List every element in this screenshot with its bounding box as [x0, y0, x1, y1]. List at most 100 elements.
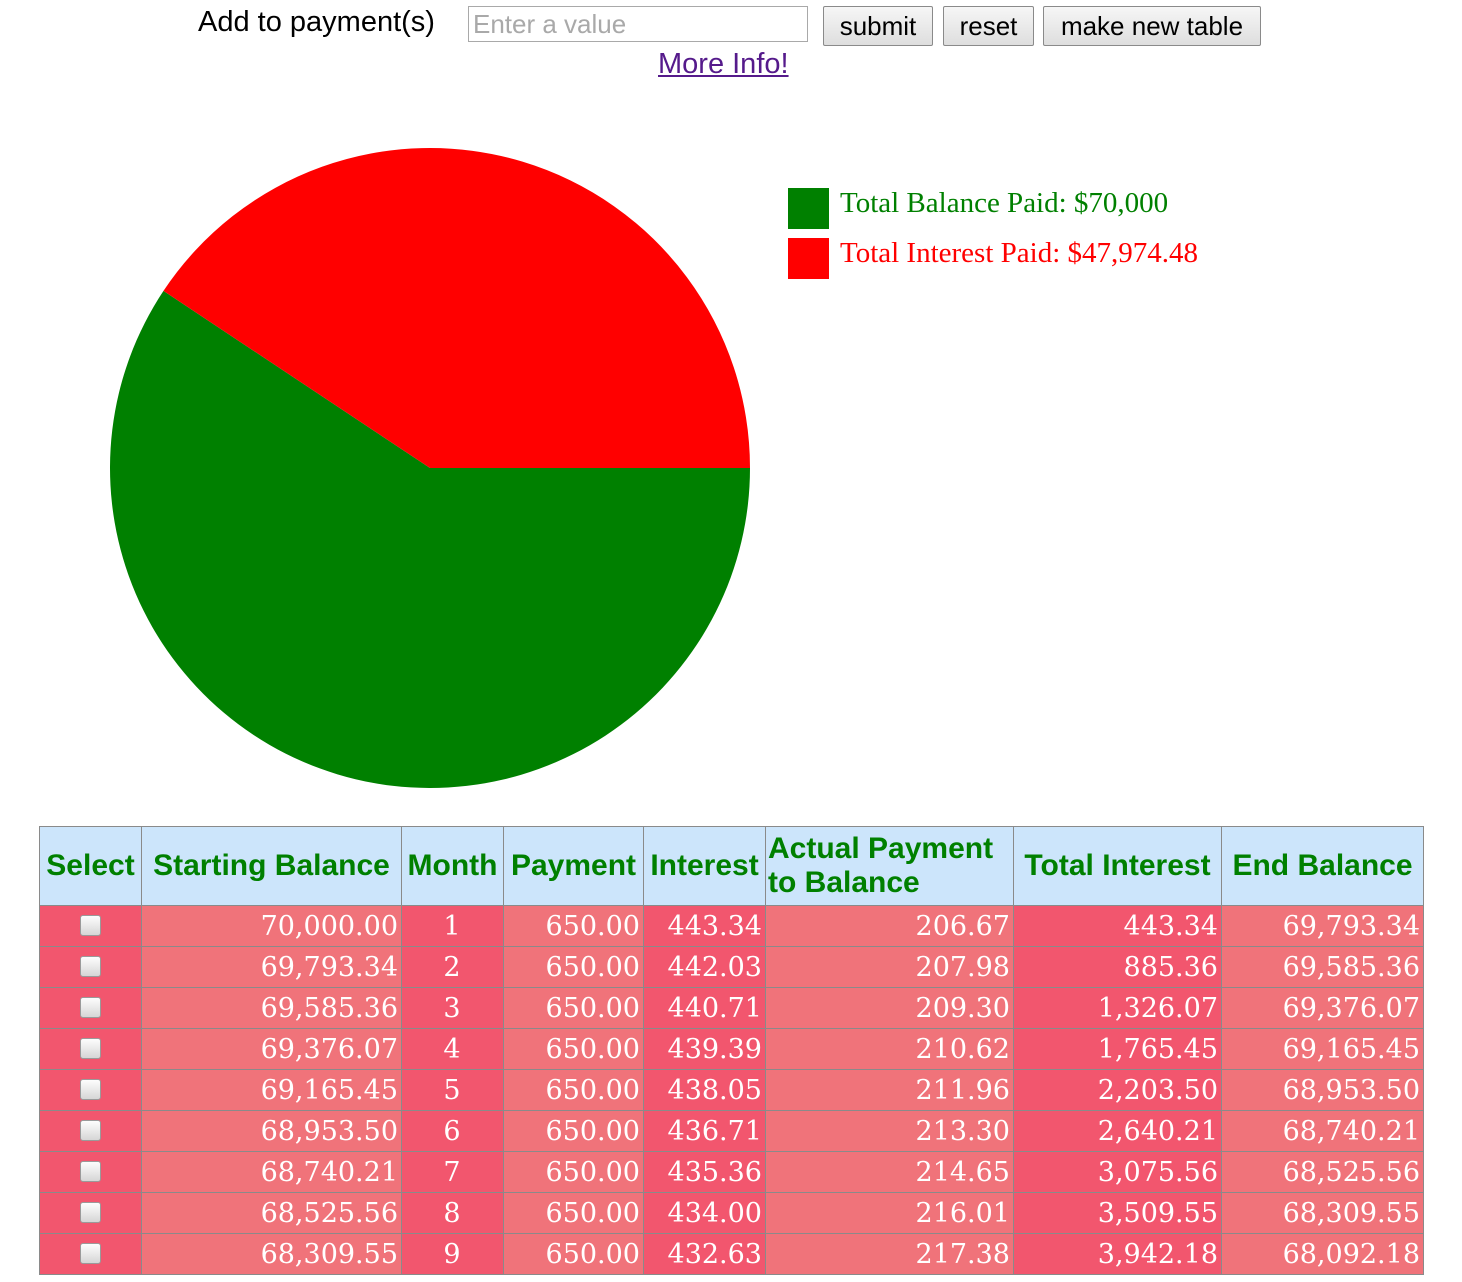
cell-end-balance: 69,376.07: [1221, 987, 1424, 1029]
cell-month: 2: [401, 946, 504, 988]
cell-total-interest: 885.36: [1013, 946, 1222, 988]
table-row: 69,376.07 4 650.00 439.39 210.62 1,765.45 69,1…: [39, 1028, 1424, 1070]
legend-label-0: Total Balance Paid: $70,000: [840, 187, 1169, 219]
cell-starting-balance: 68,309.55: [141, 1233, 402, 1275]
cell-starting-balance: 69,165.45: [141, 1069, 402, 1111]
cell-month: 4: [401, 1028, 504, 1070]
more-info-link[interactable]: More Info!: [658, 48, 789, 80]
row-select-checkbox[interactable]: [79, 1242, 101, 1264]
cell-interest: 436.71: [643, 1110, 766, 1152]
reset-button[interactable]: reset: [943, 6, 1034, 46]
row-select-checkbox[interactable]: [79, 955, 101, 977]
cell-month: 7: [401, 1151, 504, 1193]
cell-interest: 440.71: [643, 987, 766, 1029]
cell-end-balance: 69,165.45: [1221, 1028, 1424, 1070]
header-payment: Payment: [503, 826, 644, 906]
row-select-checkbox[interactable]: [79, 996, 101, 1018]
cell-starting-balance: 68,740.21: [141, 1151, 402, 1193]
cell-actual-payment: 211.96: [765, 1069, 1014, 1111]
cell-starting-balance: 68,953.50: [141, 1110, 402, 1152]
cell-actual-payment: 206.67: [765, 905, 1014, 947]
table-row: 68,309.55 9 650.00 432.63 217.38 3,942.18 68,0…: [39, 1233, 1424, 1275]
row-select-checkbox[interactable]: [79, 1160, 101, 1182]
cell-payment: 650.00: [503, 1110, 644, 1152]
table-row: 69,585.36 3 650.00 440.71 209.30 1,326.07 69,3…: [39, 987, 1424, 1029]
cell-actual-payment: 209.30: [765, 987, 1014, 1029]
row-select-checkbox[interactable]: [79, 1119, 101, 1141]
cell-interest: 439.39: [643, 1028, 766, 1070]
row-select-checkbox[interactable]: [79, 1078, 101, 1100]
cell-end-balance: 68,525.56: [1221, 1151, 1424, 1193]
cell-end-balance: 68,740.21: [1221, 1110, 1424, 1152]
table-row: 68,740.21 7 650.00 435.36 214.65 3,075.56 68,5…: [39, 1151, 1424, 1193]
cell-select: [39, 1110, 142, 1152]
legend-swatch-1: [788, 238, 829, 279]
cell-actual-payment: 207.98: [765, 946, 1014, 988]
cell-interest: 442.03: [643, 946, 766, 988]
cell-actual-payment: 213.30: [765, 1110, 1014, 1152]
table-row: 69,793.34 2 650.00 442.03 207.98 885.36 69,585…: [39, 946, 1424, 988]
legend-label-1: Total Interest Paid: $47,974.48: [840, 237, 1198, 269]
cell-end-balance: 68,953.50: [1221, 1069, 1424, 1111]
cell-interest: 443.34: [643, 905, 766, 947]
cell-total-interest: 1,326.07: [1013, 987, 1222, 1029]
cell-starting-balance: 69,376.07: [141, 1028, 402, 1070]
cell-payment: 650.00: [503, 946, 644, 988]
add-to-payments-label: Add to payment(s): [198, 6, 435, 38]
header-total-interest: Total Interest: [1013, 826, 1222, 906]
cell-end-balance: 69,585.36: [1221, 946, 1424, 988]
cell-payment: 650.00: [503, 1069, 644, 1111]
submit-button[interactable]: submit: [823, 6, 933, 46]
amortization-table: Select Starting Balance Month Payment In…: [39, 826, 1424, 1275]
cell-actual-payment: 210.62: [765, 1028, 1014, 1070]
cell-month: 1: [401, 905, 504, 947]
header-end-balance: End Balance: [1221, 826, 1424, 906]
cell-interest: 435.36: [643, 1151, 766, 1193]
row-select-checkbox[interactable]: [79, 1037, 101, 1059]
table-row: 68,525.56 8 650.00 434.00 216.01 3,509.55 68,3…: [39, 1192, 1424, 1234]
cell-end-balance: 68,092.18: [1221, 1233, 1424, 1275]
cell-end-balance: 69,793.34: [1221, 905, 1424, 947]
toolbar: Add to payment(s) submit reset make new …: [0, 0, 1462, 50]
cell-payment: 650.00: [503, 1151, 644, 1193]
cell-payment: 650.00: [503, 905, 644, 947]
cell-actual-payment: 214.65: [765, 1151, 1014, 1193]
cell-end-balance: 68,309.55: [1221, 1192, 1424, 1234]
cell-actual-payment: 217.38: [765, 1233, 1014, 1275]
table-row: 70,000.00 1 650.00 443.34 206.67 443.34 69,793…: [39, 905, 1424, 947]
cell-interest: 432.63: [643, 1233, 766, 1275]
table-row: 68,953.50 6 650.00 436.71 213.30 2,640.21 68,7…: [39, 1110, 1424, 1152]
pie-slice-0: [110, 290, 750, 788]
header-actual-payment: Actual Payment to Balance: [765, 826, 1014, 906]
cell-select: [39, 946, 142, 988]
cell-month: 5: [401, 1069, 504, 1111]
make-new-table-button[interactable]: make new table: [1043, 6, 1261, 46]
header-starting-balance: Starting Balance: [141, 826, 402, 906]
cell-payment: 650.00: [503, 987, 644, 1029]
header-interest: Interest: [643, 826, 766, 906]
cell-starting-balance: 70,000.00: [141, 905, 402, 947]
cell-payment: 650.00: [503, 1233, 644, 1275]
cell-month: 6: [401, 1110, 504, 1152]
legend-swatch-0: [788, 188, 829, 229]
cell-select: [39, 1233, 142, 1275]
row-select-checkbox[interactable]: [79, 1201, 101, 1223]
table-header-row: Select Starting Balance Month Payment In…: [39, 826, 1424, 906]
pie-slice-1: [163, 147, 750, 469]
cell-payment: 650.00: [503, 1192, 644, 1234]
cell-payment: 650.00: [503, 1028, 644, 1070]
cell-select: [39, 987, 142, 1029]
cell-total-interest: 2,203.50: [1013, 1069, 1222, 1111]
cell-select: [39, 1151, 142, 1193]
cell-interest: 434.00: [643, 1192, 766, 1234]
cell-total-interest: 3,075.56: [1013, 1151, 1222, 1193]
cell-select: [39, 905, 142, 947]
cell-month: 8: [401, 1192, 504, 1234]
cell-select: [39, 1028, 142, 1070]
payment-amount-input[interactable]: [468, 6, 808, 42]
cell-total-interest: 3,942.18: [1013, 1233, 1222, 1275]
cell-select: [39, 1192, 142, 1234]
row-select-checkbox[interactable]: [79, 914, 101, 936]
cell-starting-balance: 68,525.56: [141, 1192, 402, 1234]
cell-starting-balance: 69,793.34: [141, 946, 402, 988]
